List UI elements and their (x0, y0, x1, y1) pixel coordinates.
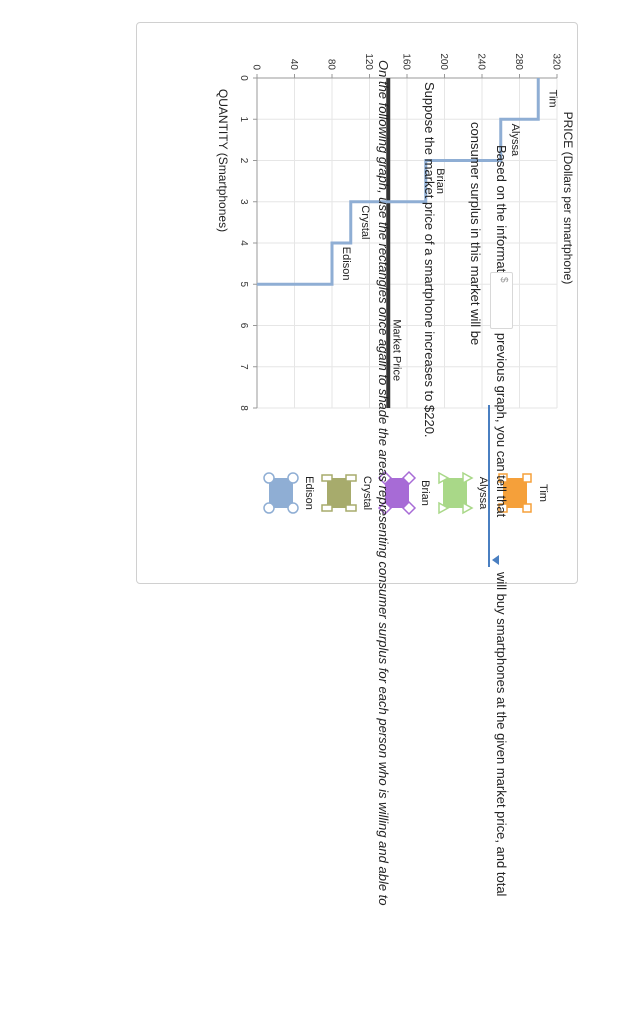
y-tick-label: 120 (363, 53, 374, 70)
legend-edison-swatch (269, 478, 293, 508)
legend-tim-swatch (503, 478, 527, 508)
legend-brian-swatch (385, 478, 409, 508)
step-label-brian: Brian (434, 168, 446, 194)
y-tick-label: 200 (438, 53, 449, 70)
y-tick-label: 320 (551, 53, 562, 70)
circle-handle-icon (287, 472, 299, 484)
legend-crystal-swatch (327, 478, 351, 508)
step-label-crystal: Crystal (359, 205, 371, 239)
x-tick-label: 4 (238, 240, 249, 246)
circle-handle-icon (263, 472, 275, 484)
x-tick-label: 5 (238, 281, 249, 287)
dash-handle-icon (321, 504, 333, 512)
dropdown-underline (488, 405, 490, 567)
legend-crystal-label: Crystal (361, 476, 373, 510)
x-tick-label: 0 (238, 75, 249, 81)
dash-handle-icon (345, 504, 357, 512)
scenario-text: Suppose the market price of a smartphone… (422, 82, 437, 438)
diamond-handle-icon (401, 470, 417, 486)
y-tick-label: 160 (401, 53, 412, 70)
triangle-handle-icon (462, 501, 474, 515)
square-handle-icon (498, 473, 508, 483)
currency-symbol: $ (498, 277, 509, 283)
legend-brian-label: Brian (419, 480, 431, 506)
y-axis-title: PRICE (Dollars per smartphone) (561, 112, 575, 285)
square-handle-icon (498, 503, 508, 513)
x-axis-title: QUANTITY (Smartphones) (216, 89, 230, 232)
x-tick-label: 8 (238, 405, 249, 411)
dash-handle-icon (321, 474, 333, 482)
y-tick-label: 40 (288, 59, 299, 71)
question-line1-suffix: will buy smartphones at the given market… (494, 572, 509, 897)
market-price-label: Market Price (390, 319, 402, 381)
step-label-alyssa: Alyssa (509, 124, 521, 157)
square-handle-icon (522, 503, 532, 513)
buyers-dropdown[interactable] (488, 405, 516, 567)
circle-handle-icon (263, 502, 275, 514)
x-tick-label: 3 (238, 199, 249, 205)
x-tick-label: 6 (238, 323, 249, 329)
diamond-handle-icon (377, 500, 393, 516)
x-tick-label: 1 (238, 116, 249, 122)
diamond-handle-icon (377, 470, 393, 486)
triangle-handle-icon (462, 471, 474, 485)
circle-handle-icon (287, 502, 299, 514)
triangle-handle-icon (438, 471, 450, 485)
x-tick-label: 7 (238, 364, 249, 370)
legend-alyssa-label: Alyssa (477, 477, 489, 510)
square-handle-icon (522, 473, 532, 483)
y-tick-label: 80 (326, 59, 337, 71)
chevron-down-icon (492, 555, 499, 565)
triangle-handle-icon (438, 501, 450, 515)
question-line2: consumer surplus in this market will be (468, 122, 483, 346)
diamond-handle-icon (401, 500, 417, 516)
step-label-tim: Tim (546, 90, 558, 108)
legend-alyssa-swatch (443, 478, 467, 508)
dash-handle-icon (345, 474, 357, 482)
y-tick-label: 280 (513, 53, 524, 70)
step-label-edison: Edison (340, 247, 352, 281)
legend-edison-label: Edison (303, 476, 315, 510)
consumer-surplus-input[interactable]: $ (490, 272, 513, 329)
question-line2-end: . (468, 333, 483, 337)
legend-tim-label: Tim (537, 484, 549, 502)
x-tick-label: 2 (238, 158, 249, 164)
y-tick-label: 0 (251, 64, 262, 70)
instruction-text: On the following graph, use the rectangl… (376, 60, 391, 906)
demand-curve (257, 78, 540, 286)
y-tick-label: 240 (476, 53, 487, 70)
